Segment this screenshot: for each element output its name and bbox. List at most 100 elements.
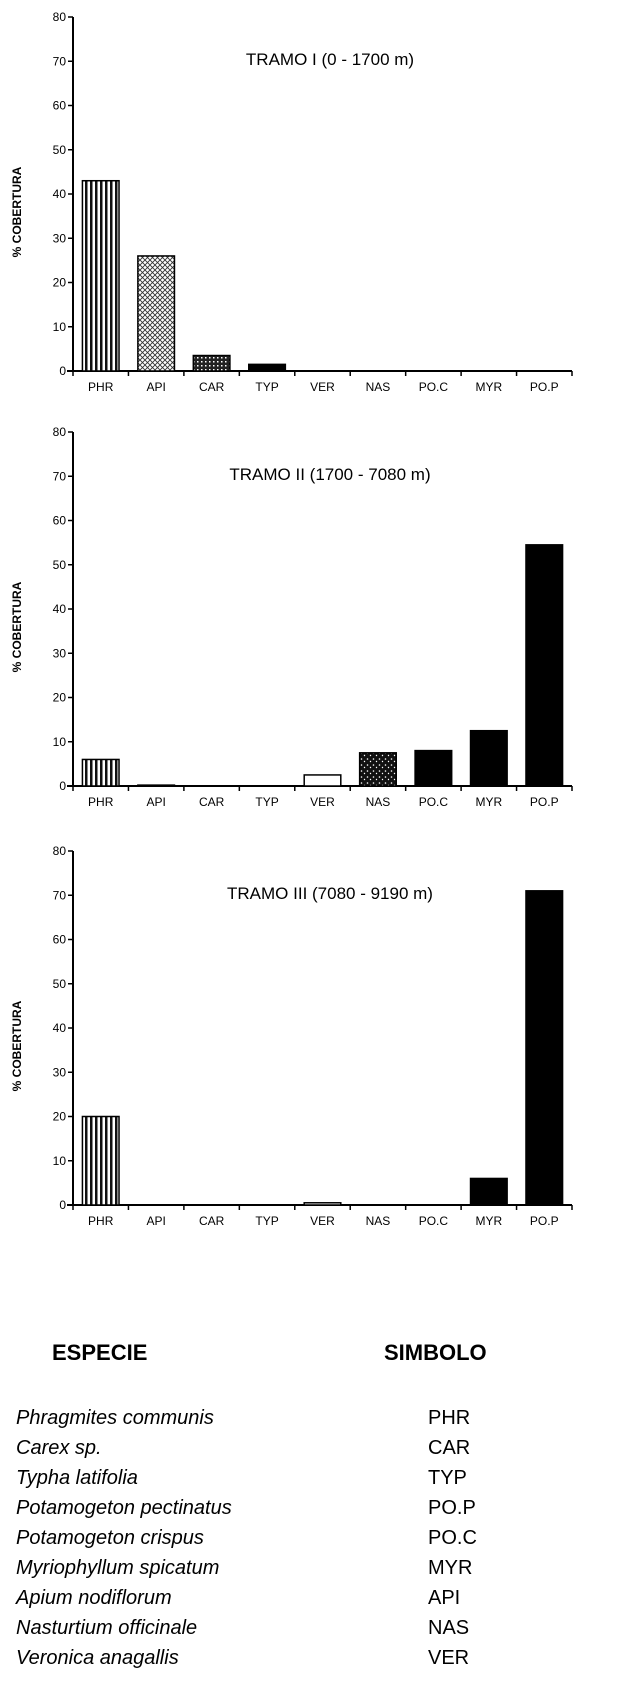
legend-row: Potamogeton crispus PO.C [16, 1527, 616, 1555]
bar-nas [358, 752, 397, 787]
species-name: Potamogeton pectinatus [16, 1497, 232, 1519]
bar-myr [469, 729, 508, 787]
x-tick-label: CAR [199, 795, 225, 809]
x-tick-label: MYR [475, 795, 502, 809]
chart-title: TRAMO III (7080 - 9190 m) [227, 884, 433, 903]
y-tick-label: 0 [59, 1198, 66, 1212]
x-tick-label: TYP [255, 380, 278, 394]
bar-api [137, 784, 176, 787]
x-tick-label: MYR [475, 1214, 502, 1228]
y-tick-label: 80 [53, 844, 67, 858]
bar-myr [469, 1177, 508, 1206]
plot-area: 0 10 20 30 40 50 60 70 80 PHR API CAR TYP VER NAS PO.C M… [53, 425, 573, 809]
y-tick-label: 10 [53, 1154, 67, 1168]
y-tick-label: 20 [53, 1110, 67, 1124]
x-tick-label: CAR [199, 1214, 225, 1228]
x-tick-label: TYP [255, 795, 278, 809]
y-tick-label: 70 [53, 54, 67, 68]
y-tick-label: 30 [53, 646, 67, 660]
plot-area: 0 10 20 30 40 50 60 70 80 PHR API CAR TYP VER NAS PO.C M… [53, 10, 573, 394]
x-tick-label: PO.P [530, 795, 559, 809]
bar-typ [248, 363, 287, 372]
species-name: Nasturtium officinale [16, 1617, 198, 1639]
chart-title: TRAMO I (0 - 1700 m) [246, 50, 414, 69]
x-tick-label: PO.P [530, 380, 559, 394]
legend-row: Carex sp. CAR [16, 1437, 616, 1465]
bar-ver [303, 774, 342, 787]
bar-phr [81, 758, 120, 787]
y-tick-label: 80 [53, 425, 67, 439]
species-code: CAR [428, 1437, 471, 1459]
y-tick-label: 70 [53, 888, 67, 902]
plot-area: 0 10 20 30 40 50 60 70 80 PHR API CAR TYP VER NAS PO.C M… [53, 844, 573, 1228]
x-tick-label: VER [310, 795, 335, 809]
y-tick-label: 40 [53, 1021, 67, 1035]
y-tick-label: 60 [53, 514, 67, 528]
x-tick-label: NAS [366, 380, 391, 394]
y-tick-label: 60 [53, 933, 67, 947]
y-tick-label: 60 [53, 99, 67, 113]
bar-ver [303, 1202, 342, 1206]
species-name: Apium nodiflorum [16, 1587, 172, 1609]
x-tick-label: PO.C [419, 795, 449, 809]
y-tick-label: 50 [53, 143, 67, 157]
legend-row: Veronica anagallis VER [16, 1647, 616, 1675]
y-axis-label: % COBERTURA [10, 166, 24, 257]
species-name: Carex sp. [16, 1437, 102, 1459]
chart-tramo-1: TRAMO I (0 - 1700 m) % COBERTURA 0 10 20 30… [10, 10, 573, 394]
x-tick-label: NAS [366, 795, 391, 809]
bar-poc [414, 749, 453, 787]
species-code: API [428, 1587, 461, 1609]
species-name: Typha latifolia [16, 1467, 138, 1489]
legend-row: Typha latifolia TYP [16, 1467, 616, 1495]
y-tick-label: 40 [53, 187, 67, 201]
y-tick-label: 10 [53, 735, 67, 749]
x-tick-label: VER [310, 380, 335, 394]
legend-row: Apium nodiflorum API [16, 1587, 616, 1615]
x-tick-label: API [146, 795, 165, 809]
x-tick-label: PHR [88, 380, 114, 394]
x-tick-label: PO.C [419, 380, 449, 394]
x-tick-label: API [146, 380, 165, 394]
species-code: NAS [428, 1617, 470, 1639]
legend-row: Nasturtium officinale NAS [16, 1617, 616, 1645]
bar-pop [525, 544, 564, 787]
chart-tramo-3: TRAMO III (7080 - 9190 m) % COBERTURA 0 1… [10, 844, 573, 1228]
y-tick-label: 50 [53, 558, 67, 572]
y-tick-label: 0 [59, 779, 66, 793]
species-code: MYR [428, 1557, 473, 1579]
species-name: Phragmites communis [16, 1407, 214, 1429]
bar-car [192, 354, 231, 372]
y-tick-label: 40 [53, 602, 67, 616]
species-code: TYP [428, 1467, 467, 1489]
species-name: Potamogeton crispus [16, 1527, 204, 1549]
y-tick-label: 10 [53, 320, 67, 334]
species-code: VER [428, 1647, 470, 1669]
legend-header-symbol: SIMBOLO [384, 1340, 487, 1365]
y-axis-label: % COBERTURA [10, 1000, 24, 1091]
y-tick-label: 0 [59, 364, 66, 378]
species-legend: ESPECIE SIMBOLO Phragmites communis PHR … [0, 1340, 624, 1685]
bar-pop [525, 890, 564, 1206]
x-tick-label: PHR [88, 795, 114, 809]
bar-phr [81, 179, 120, 372]
legend-row: Phragmites communis PHR [16, 1407, 616, 1435]
chart-title: TRAMO II (1700 - 7080 m) [229, 465, 430, 484]
legend-row: Potamogeton pectinatus PO.P [16, 1497, 616, 1525]
chart-tramo-2: TRAMO II (1700 - 7080 m) % COBERTURA 0 10… [10, 425, 573, 809]
y-tick-label: 70 [53, 469, 67, 483]
x-tick-label: PHR [88, 1214, 114, 1228]
y-tick-label: 20 [53, 276, 67, 290]
x-tick-label: TYP [255, 1214, 278, 1228]
legend-row: Myriophyllum spicatum MYR [16, 1557, 616, 1585]
species-code: PO.C [428, 1527, 477, 1549]
y-tick-label: 30 [53, 1065, 67, 1079]
bar-api [137, 255, 176, 372]
x-tick-label: PO.C [419, 1214, 449, 1228]
species-name: Myriophyllum spicatum [16, 1557, 220, 1579]
bar-phr [81, 1115, 120, 1206]
y-tick-label: 50 [53, 977, 67, 991]
y-tick-label: 80 [53, 10, 67, 24]
y-tick-label: 30 [53, 231, 67, 245]
y-tick-label: 20 [53, 691, 67, 705]
